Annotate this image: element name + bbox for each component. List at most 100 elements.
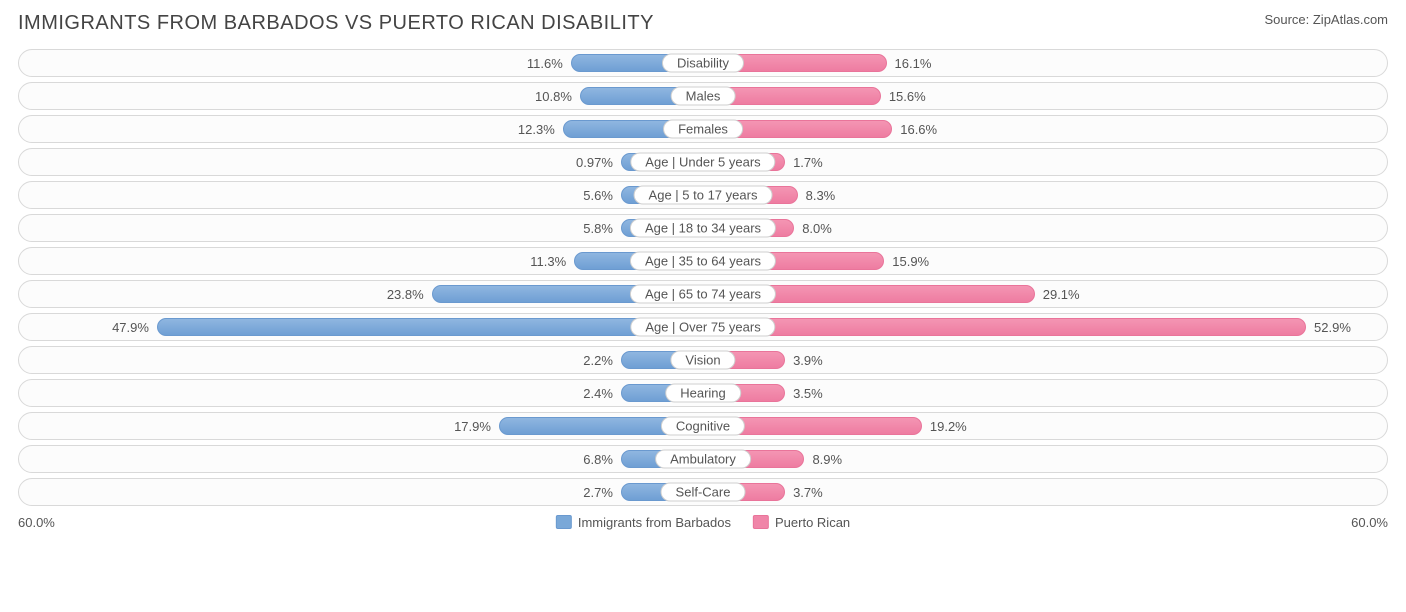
chart-row: 10.8% 15.6% Males (18, 82, 1388, 110)
value-label-right: 19.2% (930, 419, 967, 434)
row-category-label: Age | Over 75 years (630, 318, 775, 337)
row-left-half: 2.7% (19, 479, 703, 505)
row-category-label: Age | 18 to 34 years (630, 219, 776, 238)
row-category-label: Age | 65 to 74 years (630, 285, 776, 304)
row-right-half: 8.3% (703, 182, 1387, 208)
row-left-half: 17.9% (19, 413, 703, 439)
chart-row: 12.3% 16.6% Females (18, 115, 1388, 143)
chart-row: 11.3% 15.9% Age | 35 to 64 years (18, 247, 1388, 275)
row-left-half: 5.6% (19, 182, 703, 208)
axis-max-right: 60.0% (1351, 515, 1388, 530)
value-label-left: 12.3% (518, 122, 555, 137)
row-right-half: 1.7% (703, 149, 1387, 175)
value-label-right: 29.1% (1043, 287, 1080, 302)
row-left-half: 11.3% (19, 248, 703, 274)
row-left-half: 11.6% (19, 50, 703, 76)
value-label-left: 10.8% (535, 89, 572, 104)
value-label-right: 15.6% (889, 89, 926, 104)
chart-row: 5.6% 8.3% Age | 5 to 17 years (18, 181, 1388, 209)
legend-item-right: Puerto Rican (753, 515, 850, 530)
row-left-half: 6.8% (19, 446, 703, 472)
chart-footer: 60.0% Immigrants from Barbados Puerto Ri… (18, 511, 1388, 533)
row-category-label: Cognitive (661, 417, 745, 436)
chart-row: 5.8% 8.0% Age | 18 to 34 years (18, 214, 1388, 242)
row-right-half: 15.9% (703, 248, 1387, 274)
value-label-right: 8.3% (806, 188, 836, 203)
value-label-right: 15.9% (892, 254, 929, 269)
legend-label-left: Immigrants from Barbados (578, 515, 731, 530)
row-category-label: Hearing (665, 384, 741, 403)
chart-title: IMMIGRANTS FROM BARBADOS VS PUERTO RICAN… (18, 12, 654, 35)
chart-row: 17.9% 19.2% Cognitive (18, 412, 1388, 440)
bar-left (157, 318, 703, 336)
value-label-left: 11.6% (527, 56, 563, 71)
row-right-half: 15.6% (703, 83, 1387, 109)
row-left-half: 23.8% (19, 281, 703, 307)
value-label-right: 52.9% (1314, 320, 1351, 335)
row-category-label: Age | 5 to 17 years (634, 186, 773, 205)
chart-row: 0.97% 1.7% Age | Under 5 years (18, 148, 1388, 176)
value-label-right: 1.7% (793, 155, 823, 170)
diverging-bar-chart: 11.6% 16.1% Disability 10.8% 15.6% Males 12.3%… (18, 49, 1388, 506)
legend-item-left: Immigrants from Barbados (556, 515, 731, 530)
row-right-half: 8.0% (703, 215, 1387, 241)
value-label-left: 11.3% (530, 254, 566, 269)
legend-swatch-pink (753, 515, 769, 529)
axis-max-left: 60.0% (18, 515, 55, 530)
value-label-left: 5.8% (583, 221, 613, 236)
chart-legend: Immigrants from Barbados Puerto Rican (556, 515, 850, 530)
row-category-label: Self-Care (661, 483, 746, 502)
row-left-half: 47.9% (19, 314, 703, 340)
row-right-half: 3.9% (703, 347, 1387, 373)
chart-row: 6.8% 8.9% Ambulatory (18, 445, 1388, 473)
row-right-half: 16.6% (703, 116, 1387, 142)
value-label-left: 47.9% (112, 320, 149, 335)
chart-row: 2.4% 3.5% Hearing (18, 379, 1388, 407)
row-category-label: Ambulatory (655, 450, 751, 469)
row-right-half: 3.7% (703, 479, 1387, 505)
row-left-half: 0.97% (19, 149, 703, 175)
row-left-half: 10.8% (19, 83, 703, 109)
row-left-half: 12.3% (19, 116, 703, 142)
chart-row: 47.9% 52.9% Age | Over 75 years (18, 313, 1388, 341)
row-category-label: Age | Under 5 years (630, 153, 775, 172)
value-label-left: 17.9% (454, 419, 491, 434)
chart-row: 23.8% 29.1% Age | 65 to 74 years (18, 280, 1388, 308)
value-label-right: 3.9% (793, 353, 823, 368)
chart-row: 2.2% 3.9% Vision (18, 346, 1388, 374)
value-label-right: 8.9% (812, 452, 842, 467)
value-label-right: 16.6% (900, 122, 937, 137)
row-category-label: Disability (662, 54, 744, 73)
chart-source: Source: ZipAtlas.com (1264, 12, 1388, 27)
row-left-half: 2.2% (19, 347, 703, 373)
bar-right (703, 318, 1306, 336)
value-label-left: 6.8% (583, 452, 613, 467)
legend-swatch-blue (556, 515, 572, 529)
row-left-half: 5.8% (19, 215, 703, 241)
row-right-half: 19.2% (703, 413, 1387, 439)
legend-label-right: Puerto Rican (775, 515, 850, 530)
row-right-half: 3.5% (703, 380, 1387, 406)
row-category-label: Males (671, 87, 736, 106)
row-category-label: Vision (670, 351, 735, 370)
value-label-left: 2.2% (583, 353, 613, 368)
row-category-label: Age | 35 to 64 years (630, 252, 776, 271)
row-category-label: Females (663, 120, 743, 139)
row-right-half: 8.9% (703, 446, 1387, 472)
chart-row: 2.7% 3.7% Self-Care (18, 478, 1388, 506)
value-label-right: 16.1% (895, 56, 932, 71)
value-label-right: 3.5% (793, 386, 823, 401)
row-right-half: 16.1% (703, 50, 1387, 76)
chart-header: IMMIGRANTS FROM BARBADOS VS PUERTO RICAN… (18, 12, 1388, 35)
value-label-left: 2.4% (583, 386, 613, 401)
row-right-half: 52.9% (703, 314, 1387, 340)
value-label-right: 3.7% (793, 485, 823, 500)
row-right-half: 29.1% (703, 281, 1387, 307)
value-label-left: 23.8% (387, 287, 424, 302)
value-label-right: 8.0% (802, 221, 832, 236)
value-label-left: 2.7% (583, 485, 613, 500)
row-left-half: 2.4% (19, 380, 703, 406)
chart-row: 11.6% 16.1% Disability (18, 49, 1388, 77)
value-label-left: 5.6% (583, 188, 613, 203)
value-label-left: 0.97% (576, 155, 613, 170)
